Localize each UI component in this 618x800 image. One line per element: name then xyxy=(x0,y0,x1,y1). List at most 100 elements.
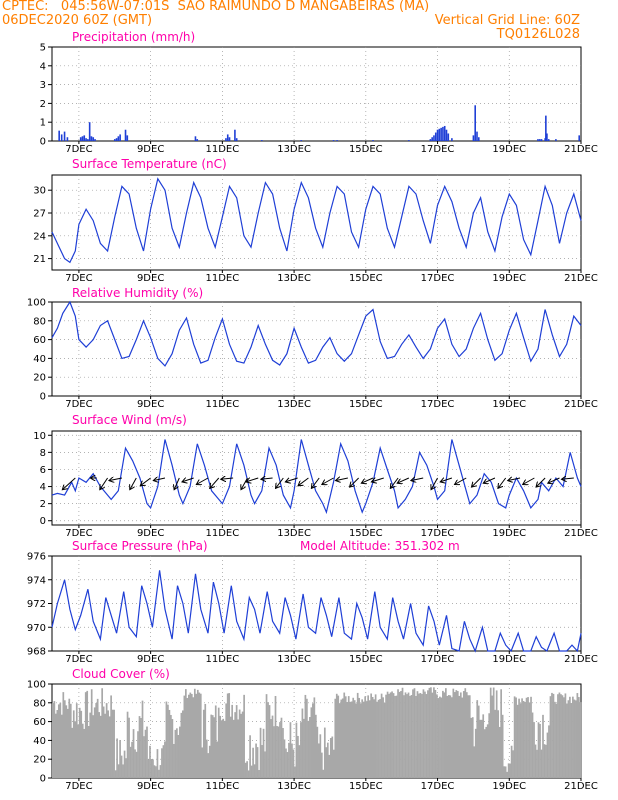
panel6-bar xyxy=(59,702,62,778)
panel6-bar xyxy=(513,696,516,778)
wind-arrow xyxy=(196,477,209,485)
panel6-bar xyxy=(380,693,383,778)
panel6-bar xyxy=(412,689,414,778)
panel6-bar xyxy=(498,726,501,778)
panel1-bar xyxy=(443,125,446,141)
panel6-bar xyxy=(501,714,504,778)
panel1-bar xyxy=(92,137,95,141)
panel6-bar xyxy=(531,712,534,778)
panel6-bar xyxy=(576,693,579,778)
panel6-xtick-label: 9DEC xyxy=(137,781,164,792)
panel6-bar xyxy=(356,692,359,778)
panel6-ytick-label: 20 xyxy=(33,755,46,766)
panel6-bar xyxy=(87,726,90,778)
panel2-ytick-label: 21 xyxy=(33,254,46,265)
panel6-bar xyxy=(92,715,95,778)
panel6-bar xyxy=(359,703,362,778)
panel6-bar xyxy=(183,695,186,778)
panel4-title: Surface Wind (m/s) xyxy=(72,413,187,427)
panel6-bar xyxy=(80,710,83,778)
panel6-bar xyxy=(111,709,114,778)
panel4-frame xyxy=(51,430,582,526)
panel6-bar xyxy=(165,701,168,778)
wind-arrow xyxy=(431,477,438,490)
wind-arrow xyxy=(350,477,359,487)
panel6-bar xyxy=(364,696,367,778)
panel6-bar xyxy=(362,701,365,778)
panel6-bar xyxy=(96,698,99,778)
panel6-bar xyxy=(132,729,135,778)
panel6-bar xyxy=(376,701,378,778)
panel6-bar xyxy=(190,693,193,778)
panel3-xtick-label: 7DEC xyxy=(65,399,92,410)
panel1-bar xyxy=(451,138,453,141)
panel6-bar xyxy=(306,698,308,778)
header-grid-note: Vertical Grid Line: 60Z xyxy=(434,13,580,28)
wind-arrow xyxy=(153,478,166,481)
panel6-bar xyxy=(468,695,471,778)
panel2-xtick-label: 17DEC xyxy=(421,273,455,284)
panel1-bar xyxy=(87,139,89,141)
panel6-bar xyxy=(331,736,334,778)
panel6-bar xyxy=(374,694,377,778)
panel4-xtick-label: 11DEC xyxy=(205,528,239,539)
panel6-bar xyxy=(168,709,171,778)
panel6-bar xyxy=(280,717,283,778)
panel6-bar xyxy=(368,700,371,778)
panel6-bar xyxy=(138,716,141,778)
panel6-bar xyxy=(90,689,93,778)
panel6-bar xyxy=(274,695,277,778)
panel6-bar xyxy=(265,694,268,778)
panel6-bar xyxy=(340,699,343,778)
panel6-bar xyxy=(567,700,570,778)
panel6-bar xyxy=(247,770,250,778)
panel1-bar xyxy=(440,127,442,141)
wind-arrow xyxy=(276,477,284,488)
panel6-bar xyxy=(323,727,326,778)
panel1-bar xyxy=(300,140,303,141)
panel6-bar xyxy=(569,696,571,778)
panel2-xtick-label: 11DEC xyxy=(205,273,239,284)
panel6-bar xyxy=(158,769,160,778)
panel6-bar xyxy=(285,748,287,778)
panel6-bar xyxy=(572,696,574,778)
panel3-xtick-label: 19DEC xyxy=(492,399,526,410)
panel2-xtick-label: 7DEC xyxy=(65,273,92,284)
panel6-bar xyxy=(77,724,80,778)
panel6-bar xyxy=(503,766,505,778)
panel6-bar xyxy=(219,715,222,778)
panel6-bar xyxy=(480,719,483,778)
panel6-bar xyxy=(500,689,502,778)
panel6-bar xyxy=(486,724,489,778)
panel6-bar xyxy=(470,717,473,778)
panel6-bar xyxy=(120,755,123,778)
panel6-bar xyxy=(147,759,150,778)
panel6-bar xyxy=(53,701,56,778)
panel6-bar xyxy=(428,687,431,778)
panel2-ytick-label: 24 xyxy=(33,231,46,242)
panel6-bar xyxy=(313,697,316,778)
panel6-bar xyxy=(504,766,507,778)
panel6-bar xyxy=(267,702,269,778)
wind-arrow xyxy=(397,477,410,483)
panel6-bar xyxy=(516,704,519,778)
wind-arrow xyxy=(140,477,151,486)
wind-arrow xyxy=(210,477,220,488)
panel6-bar xyxy=(465,692,468,778)
panel6-bar xyxy=(241,711,244,778)
panel3-ytick-label: 60 xyxy=(33,335,46,346)
panel6-bar xyxy=(204,703,207,778)
panel6-bar xyxy=(365,701,368,778)
panel6-bar xyxy=(122,764,124,778)
panel1-xtick-label: 11DEC xyxy=(205,144,239,155)
panel1-bar xyxy=(336,140,338,141)
panel6-bar xyxy=(430,687,432,778)
panel6-bar xyxy=(196,689,199,778)
panel6-bar xyxy=(303,718,305,778)
panel6-bar xyxy=(326,742,329,778)
panel6-bar xyxy=(527,697,529,778)
panel6-bar xyxy=(510,745,513,778)
panel6-bar xyxy=(152,759,154,778)
panel6-bar xyxy=(459,692,462,778)
panel6-bar xyxy=(431,692,434,778)
